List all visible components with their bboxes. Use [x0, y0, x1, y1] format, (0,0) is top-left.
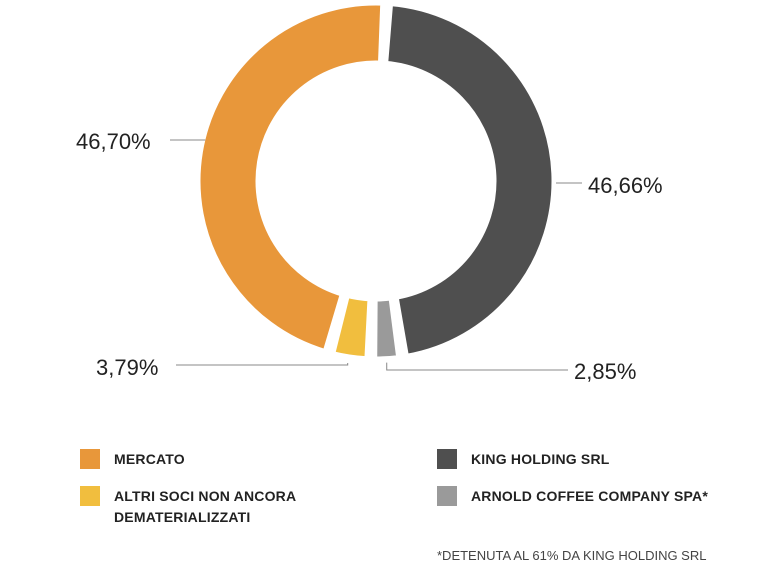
leader-line-altri-soci: [176, 363, 349, 366]
footnote: *DETENUTA AL 61% DA KING HOLDING SRL: [437, 548, 707, 563]
pct-label-mercato: 46,70%: [76, 129, 151, 154]
leader-lines: [170, 139, 582, 371]
legend-swatch: [80, 449, 100, 469]
pct-label-altri-soci: 3,79%: [96, 355, 158, 380]
legend-swatch: [437, 486, 457, 506]
donut-slice-king-holding-srl: [382, 0, 557, 360]
donut-chart: 46,70% 46,66% 2,85% 3,79%: [76, 0, 663, 384]
legend-label: ALTRI SOCI NON ANCORA DEMATERIALIZZATI: [114, 488, 296, 525]
pct-label-arnold-coffee: 2,85%: [574, 359, 636, 384]
legend-item-mercato: MERCATO: [80, 449, 354, 470]
legend-label: ARNOLD COFFEE COMPANY SPA*: [471, 488, 708, 504]
legend-item-arnold-coffee: ARNOLD COFFEE COMPANY SPA*: [437, 486, 711, 507]
leader-line-arnold-coffee: [386, 362, 568, 371]
legend-swatch: [80, 486, 100, 506]
donut-slice-altri-soci-non-ancora-dematerializzati: [329, 292, 373, 362]
legend-swatch: [437, 449, 457, 469]
donut-slices: [195, 0, 557, 362]
legend-item-king-holding: KING HOLDING SRL: [437, 449, 711, 470]
donut-slice-mercato: [195, 0, 386, 355]
legend-label: KING HOLDING SRL: [471, 451, 610, 467]
legend-item-altri-soci: ALTRI SOCI NON ANCORA DEMATERIALIZZATI: [80, 486, 324, 528]
donut-slice-arnold-coffee-company-spa: [372, 295, 402, 362]
pct-label-king-holding: 46,66%: [588, 173, 663, 198]
legend-label: MERCATO: [114, 451, 185, 467]
